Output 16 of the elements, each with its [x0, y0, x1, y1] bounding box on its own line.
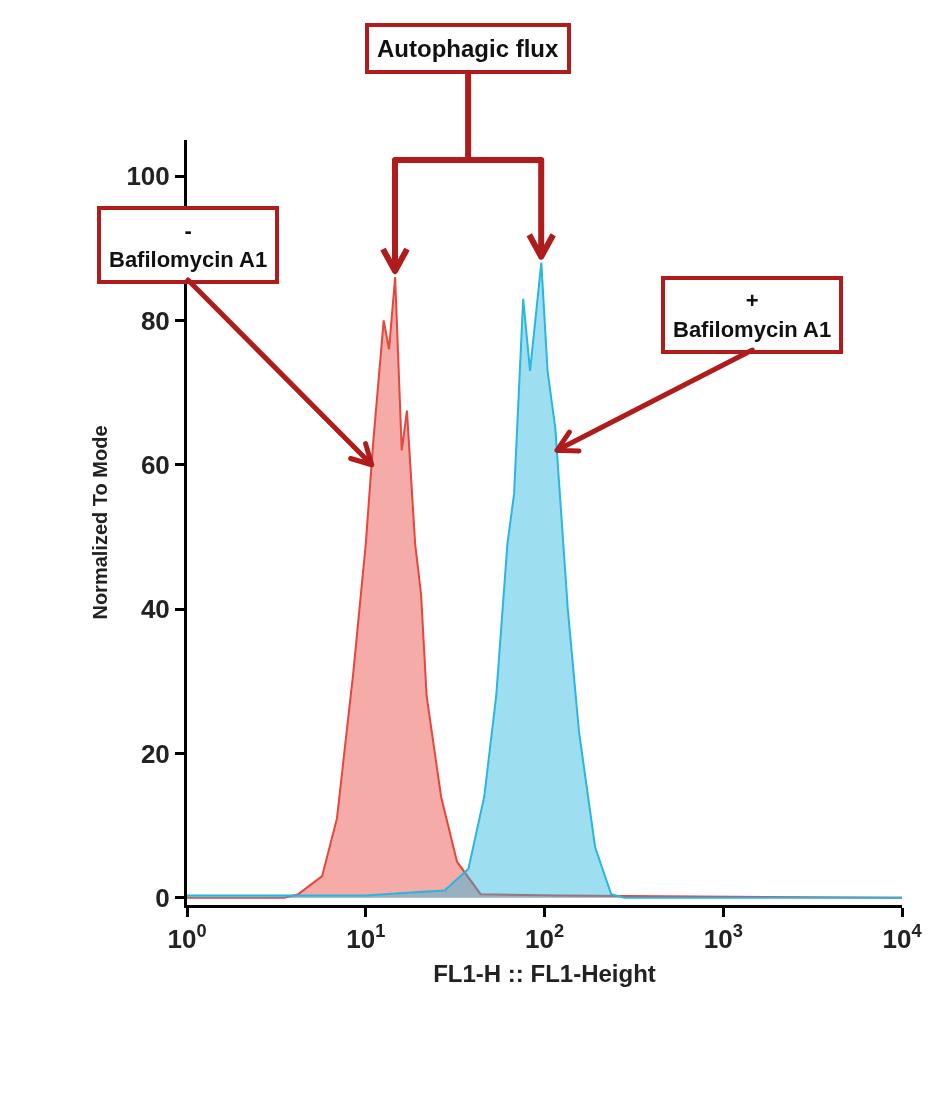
x-tick-label: 10$^{4}$ [882, 921, 923, 955]
x-tick-label: 10$^{1}$ [346, 921, 386, 955]
y-tick-label: 0 [155, 882, 170, 913]
y-tick-label: 80 [140, 305, 170, 336]
y-tick-label: 20 [140, 738, 170, 769]
text: Autophagic flux [377, 35, 559, 62]
x-axis-title: FL1-H :: FL1-Height [433, 959, 656, 987]
y-tick-label: 40 [140, 594, 170, 625]
x-tick-label: 10$^{0}$ [167, 921, 207, 955]
annotation: + Bafilomycin A1 [673, 288, 832, 342]
annotation: - Bafilomycin A1 [109, 218, 268, 272]
y-axis-title: Normalized To Mode [88, 425, 111, 620]
x-tick-label: 10$^{2}$ [524, 921, 565, 955]
x-tick-label: 10$^{3}$ [703, 921, 743, 955]
y-tick-label: 60 [140, 449, 170, 480]
y-tick-label: 100 [126, 161, 170, 192]
